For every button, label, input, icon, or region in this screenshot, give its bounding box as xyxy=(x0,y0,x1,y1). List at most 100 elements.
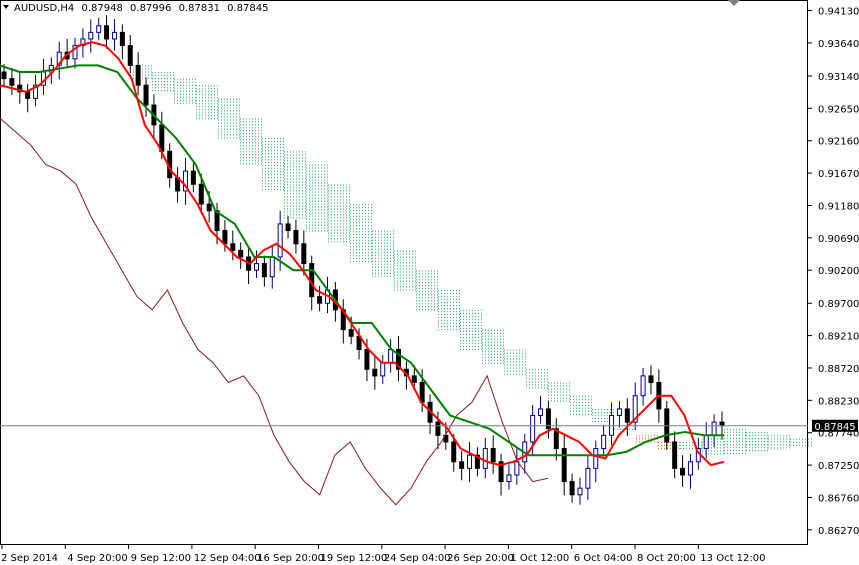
cloud-dot xyxy=(274,189,275,191)
y-tick-label: 0.94130 xyxy=(818,7,859,18)
cloud-dot xyxy=(334,196,335,198)
cloud-dot xyxy=(261,145,262,147)
cloud-dot xyxy=(758,432,759,434)
cloud-dot xyxy=(463,315,464,317)
cloud-dot xyxy=(485,329,486,331)
cloud-dot xyxy=(733,446,734,448)
cloud-dot xyxy=(365,231,366,233)
cloud-dot xyxy=(547,372,548,374)
cloud-dot xyxy=(371,228,372,230)
cloud-dot xyxy=(371,258,372,260)
cloud-dot xyxy=(585,404,586,406)
cloud-dot xyxy=(592,411,593,414)
cloud-dot xyxy=(372,272,373,274)
cloud-dot xyxy=(394,274,395,276)
cloud-dot xyxy=(582,413,583,415)
cloud-dot xyxy=(249,130,250,132)
cloud-dot xyxy=(447,326,448,328)
cloud-dot xyxy=(271,144,272,146)
cloud-dot xyxy=(268,168,269,170)
cloud-dot xyxy=(406,256,407,258)
cloud-dot xyxy=(390,239,391,241)
cloud-dot xyxy=(262,171,263,173)
cloud-dot xyxy=(365,255,366,257)
cloud-dot xyxy=(353,252,354,254)
cloud-dot xyxy=(450,305,451,307)
cloud-dot xyxy=(720,453,721,455)
cloud-dot xyxy=(192,81,193,83)
cloud-dot xyxy=(265,177,266,179)
cloud-dot xyxy=(560,388,561,390)
cloud-dot xyxy=(491,362,492,364)
cloud-dot xyxy=(224,128,225,130)
cloud-dot xyxy=(312,167,313,169)
cloud-dot xyxy=(296,160,297,162)
cloud-dot xyxy=(217,88,218,90)
cloud-dot xyxy=(460,312,461,314)
cloud-dot xyxy=(287,217,288,219)
cloud-dot xyxy=(265,150,266,152)
cloud-dot xyxy=(252,127,253,129)
cloud-dot xyxy=(161,78,162,80)
cloud-dot xyxy=(343,184,344,186)
cloud-dot xyxy=(745,452,746,454)
cloud-dot xyxy=(642,441,643,443)
cloud-dot xyxy=(497,344,498,346)
cloud-dot xyxy=(243,118,244,120)
cloud-dot xyxy=(535,378,536,380)
cloud-dot xyxy=(255,136,256,138)
cloud-dot xyxy=(482,359,483,361)
cloud-dot xyxy=(642,435,643,437)
cloud-dot xyxy=(349,241,350,243)
cloud-dot xyxy=(444,305,445,307)
cloud-dot xyxy=(613,408,614,411)
cloud-dot xyxy=(299,205,300,207)
cloud-dot xyxy=(491,335,492,337)
cloud-dot xyxy=(692,441,693,444)
cloud-dot xyxy=(334,211,335,213)
cloud-dot xyxy=(327,194,328,196)
cloud-dot xyxy=(318,179,319,181)
cloud-dot xyxy=(205,109,206,111)
cloud-dot xyxy=(170,78,171,80)
cloud-dot xyxy=(434,282,435,284)
scroll-marker-icon[interactable] xyxy=(728,0,740,6)
cloud-dot xyxy=(419,288,420,290)
cloud-dot xyxy=(249,136,250,138)
cloud-dot xyxy=(447,329,448,331)
cloud-dot xyxy=(525,373,526,375)
cloud-dot xyxy=(563,382,564,384)
cloud-dot xyxy=(221,128,222,130)
cloud-dot xyxy=(274,183,275,185)
cloud-dot xyxy=(780,438,781,440)
cloud-dot xyxy=(494,344,495,346)
cloud-dot xyxy=(324,170,325,172)
cloud-dot xyxy=(541,384,542,386)
cloud-dot xyxy=(588,398,589,400)
cloud-dot xyxy=(482,332,483,334)
chart-menu-icon[interactable] xyxy=(3,5,9,9)
cloud-dot xyxy=(277,189,278,191)
cloud-dot xyxy=(164,81,165,83)
candle-body xyxy=(396,348,402,370)
cloud-dot xyxy=(321,170,322,172)
cloud-dot xyxy=(158,90,159,92)
cloud-dot xyxy=(243,154,244,156)
cloud-dot xyxy=(645,435,646,437)
cloud-dot xyxy=(315,164,316,166)
cloud-dot xyxy=(488,341,489,343)
cloud-dot xyxy=(152,87,153,89)
cloud-dot xyxy=(305,163,306,165)
cloud-dot xyxy=(702,441,703,443)
cloud-dot xyxy=(305,202,306,204)
cloud-dot xyxy=(340,241,341,243)
cloud-dot xyxy=(324,206,325,208)
chikou-span-line xyxy=(0,117,549,506)
cloud-dot xyxy=(371,243,372,245)
cloud-dot xyxy=(437,273,438,275)
cloud-dot xyxy=(406,289,407,291)
cloud-dot xyxy=(227,107,228,109)
cloud-dot xyxy=(261,127,262,129)
cloud-dot xyxy=(412,259,413,261)
